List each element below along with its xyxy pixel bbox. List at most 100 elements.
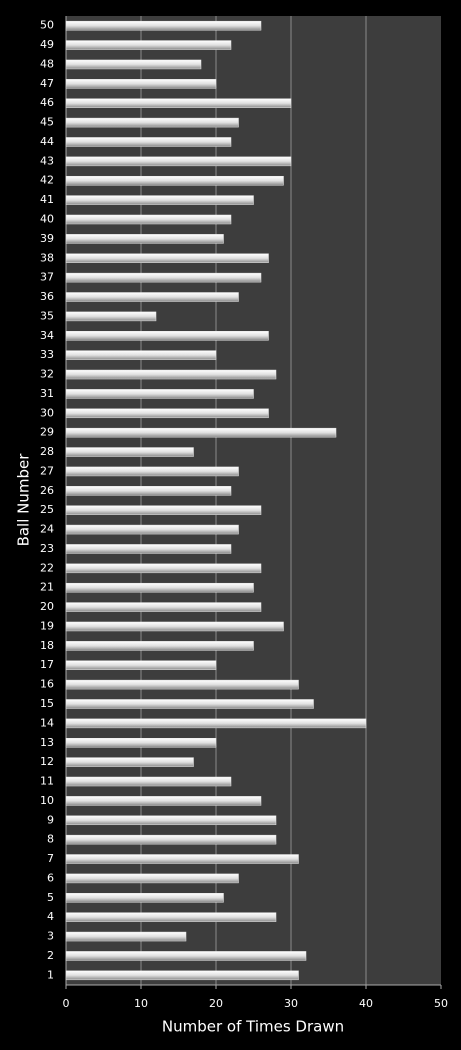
bar bbox=[65, 486, 232, 496]
bar bbox=[65, 505, 262, 515]
bar bbox=[65, 757, 194, 767]
y-tick-label: 38 bbox=[40, 251, 54, 264]
y-tick-label: 1 bbox=[47, 968, 54, 981]
y-tick-label: 16 bbox=[40, 678, 54, 691]
bar bbox=[65, 234, 224, 244]
y-tick-label: 8 bbox=[47, 833, 54, 846]
bar bbox=[65, 931, 187, 942]
y-tick-label: 41 bbox=[40, 193, 54, 206]
y-tick-label: 45 bbox=[40, 116, 54, 129]
y-tick-label: 25 bbox=[40, 503, 54, 516]
x-tick-label: 30 bbox=[284, 997, 298, 1010]
bar bbox=[65, 621, 284, 632]
y-tick-label: 7 bbox=[47, 852, 54, 865]
y-tick-label: 40 bbox=[40, 212, 54, 225]
bar bbox=[65, 970, 299, 981]
bar bbox=[65, 834, 277, 845]
y-tick-label: 33 bbox=[40, 348, 54, 361]
y-tick-label: 20 bbox=[40, 600, 54, 613]
y-tick-label: 50 bbox=[40, 19, 54, 32]
bar bbox=[65, 776, 232, 787]
y-tick-label: 27 bbox=[40, 464, 54, 477]
y-tick-label: 24 bbox=[40, 523, 54, 536]
bar bbox=[65, 582, 254, 593]
y-tick-label: 13 bbox=[40, 736, 54, 749]
bar bbox=[65, 602, 262, 612]
y-tick-label: 30 bbox=[40, 406, 54, 419]
bar bbox=[65, 408, 269, 419]
y-tick-label: 4 bbox=[47, 910, 54, 923]
bar bbox=[65, 796, 262, 806]
y-tick-label: 26 bbox=[40, 484, 54, 497]
y-tick-label: 37 bbox=[40, 271, 54, 284]
y-axis-title: Ball Number bbox=[15, 453, 33, 547]
x-tick-label: 0 bbox=[63, 997, 70, 1010]
bar bbox=[65, 389, 254, 399]
bar bbox=[65, 893, 224, 903]
y-tick-label: 28 bbox=[40, 445, 54, 458]
bar bbox=[65, 369, 277, 380]
bar bbox=[65, 466, 239, 477]
bar bbox=[65, 79, 217, 89]
bar bbox=[65, 447, 194, 457]
y-tick-label: 5 bbox=[47, 891, 54, 904]
bar bbox=[65, 98, 292, 108]
bar bbox=[65, 699, 314, 709]
y-tick-label: 18 bbox=[40, 639, 54, 652]
bar bbox=[65, 156, 292, 167]
bar bbox=[65, 854, 299, 864]
y-tick-label: 21 bbox=[40, 581, 54, 594]
bar bbox=[65, 544, 232, 554]
bar bbox=[65, 815, 277, 826]
bar bbox=[65, 718, 367, 729]
y-tick-label: 19 bbox=[40, 619, 54, 632]
y-tick-label: 10 bbox=[40, 794, 54, 807]
bar bbox=[65, 175, 284, 186]
y-tick-label: 48 bbox=[40, 57, 54, 70]
bar bbox=[65, 912, 277, 922]
x-tick-label: 40 bbox=[359, 997, 373, 1010]
bar bbox=[65, 20, 262, 31]
y-tick-label: 35 bbox=[40, 309, 54, 322]
y-tick-label: 32 bbox=[40, 368, 54, 381]
bar bbox=[65, 137, 232, 147]
bar bbox=[65, 873, 239, 884]
y-tick-label: 46 bbox=[40, 96, 54, 109]
x-tick-label: 20 bbox=[209, 997, 223, 1010]
y-tick-label: 3 bbox=[47, 930, 54, 943]
y-tick-label: 6 bbox=[47, 871, 54, 884]
bar bbox=[65, 117, 239, 128]
bar bbox=[65, 427, 337, 438]
bar bbox=[65, 563, 262, 574]
y-tick-label: 12 bbox=[40, 755, 54, 768]
bar bbox=[65, 292, 239, 302]
x-tick-label: 50 bbox=[434, 997, 448, 1010]
bar bbox=[65, 214, 232, 225]
y-tick-label: 42 bbox=[40, 174, 54, 187]
y-tick-label: 43 bbox=[40, 154, 54, 167]
y-tick-label: 36 bbox=[40, 290, 54, 303]
bar bbox=[65, 350, 217, 360]
bar bbox=[65, 40, 232, 50]
bar bbox=[65, 738, 217, 748]
y-tick-label: 23 bbox=[40, 542, 54, 555]
y-tick-label: 11 bbox=[40, 775, 54, 788]
y-tick-label: 39 bbox=[40, 232, 54, 245]
y-tick-label: 34 bbox=[40, 329, 54, 342]
bar bbox=[65, 679, 299, 690]
bar bbox=[65, 272, 262, 283]
y-tick-label: 17 bbox=[40, 658, 54, 671]
bar bbox=[65, 331, 269, 341]
bar bbox=[65, 253, 269, 263]
bar bbox=[65, 660, 217, 670]
bar bbox=[65, 59, 202, 70]
y-tick-label: 49 bbox=[40, 38, 54, 51]
bar bbox=[65, 195, 254, 205]
y-tick-label: 9 bbox=[47, 813, 54, 826]
y-tick-label: 29 bbox=[40, 426, 54, 439]
y-tick-label: 22 bbox=[40, 561, 54, 574]
bar bbox=[65, 311, 157, 322]
y-tick-label: 15 bbox=[40, 697, 54, 710]
y-tick-label: 2 bbox=[47, 949, 54, 962]
